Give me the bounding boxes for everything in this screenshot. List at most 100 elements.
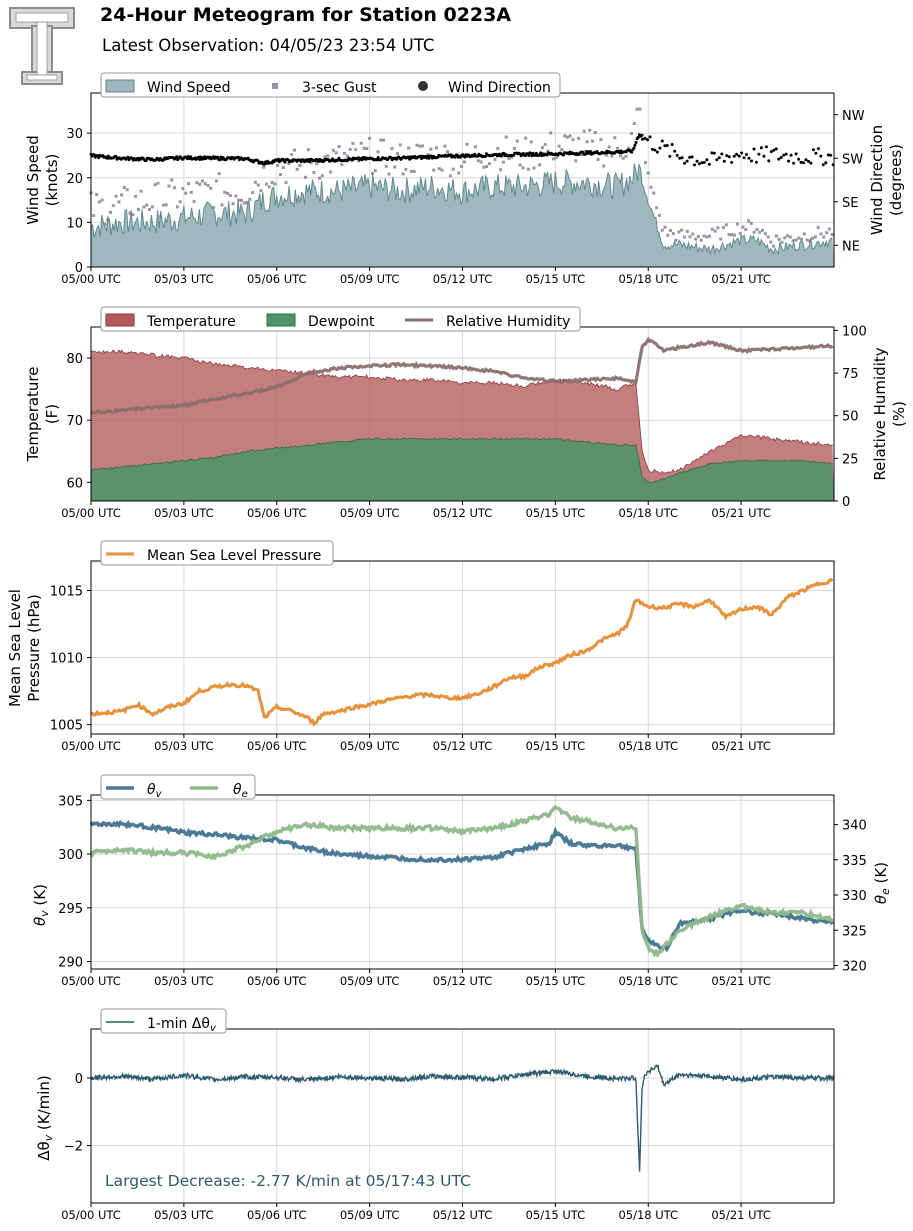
gust-marker xyxy=(635,107,639,111)
gust-marker xyxy=(437,167,441,171)
wind-x-tick-label: 05/21 UTC xyxy=(711,272,771,286)
gust-marker xyxy=(501,160,505,164)
gust-marker xyxy=(192,199,196,203)
gust-marker xyxy=(195,181,199,185)
gust-marker xyxy=(276,164,280,167)
theta-y2-tick-label: 325 xyxy=(842,924,867,939)
gust-marker xyxy=(610,154,614,158)
gust-marker xyxy=(228,194,232,197)
gust-marker xyxy=(348,147,352,151)
gust-marker xyxy=(474,145,477,149)
wind-direction-marker xyxy=(792,161,796,165)
gust-marker xyxy=(644,161,647,165)
gust-marker xyxy=(396,152,399,156)
gust-marker xyxy=(694,237,698,241)
gust-marker xyxy=(591,139,594,143)
wind-direction-marker xyxy=(774,147,778,151)
gust-marker xyxy=(532,166,536,170)
gust-marker xyxy=(827,227,831,231)
gust-marker xyxy=(808,239,812,243)
wind-direction-marker xyxy=(693,163,696,167)
gust-marker xyxy=(284,181,288,185)
gust-marker xyxy=(245,201,249,204)
gust-marker xyxy=(376,150,380,154)
gust-marker xyxy=(593,131,597,134)
gust-marker xyxy=(379,138,383,142)
wind-direction-marker xyxy=(722,159,726,163)
gust-marker xyxy=(187,182,190,186)
gust-marker xyxy=(526,167,530,171)
gust-marker xyxy=(655,206,659,210)
gust-marker xyxy=(630,132,633,136)
gust-marker xyxy=(819,232,823,236)
gust-marker xyxy=(373,169,377,173)
pressure-y-axis-label: Mean Sea Level xyxy=(6,589,24,707)
gust-marker xyxy=(387,172,391,176)
gust-marker xyxy=(727,233,731,237)
wind-y2-tick-label: NW xyxy=(842,109,865,124)
legend-dewpoint-swatch xyxy=(266,313,296,327)
gust-marker xyxy=(315,162,319,166)
legend-theta-v-label: θv xyxy=(147,782,163,800)
thermo-y-axis-label: Temperature xyxy=(24,366,42,462)
wind-direction-marker xyxy=(720,152,724,156)
gust-marker xyxy=(696,235,700,238)
pressure-x-tick-label: 05/21 UTC xyxy=(711,739,771,753)
gust-marker xyxy=(744,228,748,232)
gust-marker xyxy=(323,155,327,159)
legend-rh-label: Relative Humidity xyxy=(446,314,570,330)
wind-direction-marker xyxy=(811,148,815,152)
gust-marker xyxy=(164,203,168,207)
wind-y-tick-label: 30 xyxy=(66,127,83,142)
gust-marker xyxy=(100,198,104,202)
pressure-y-tick-label: 1005 xyxy=(50,719,83,734)
gust-marker xyxy=(234,194,238,198)
gust-marker xyxy=(139,189,143,193)
gust-marker xyxy=(708,234,711,238)
gust-marker xyxy=(565,135,569,139)
gust-marker xyxy=(426,153,430,157)
wind-y2-axis-label: Wind Direction xyxy=(868,125,886,235)
wind-direction-marker xyxy=(782,153,786,157)
gust-marker xyxy=(749,221,753,225)
gust-marker xyxy=(577,136,581,140)
gust-marker xyxy=(722,226,725,229)
gust-marker xyxy=(685,229,689,233)
gust-marker xyxy=(557,144,561,148)
thermo-y-axis-label-unit: (F) xyxy=(43,404,61,424)
gust-marker xyxy=(582,129,586,133)
wind-direction-marker xyxy=(646,138,649,142)
pressure-y-tick-label: 1015 xyxy=(50,585,83,600)
gust-marker xyxy=(738,232,742,235)
gust-marker xyxy=(599,138,603,142)
wind-direction-marker xyxy=(700,161,704,165)
pressure-x-tick-label: 05/15 UTC xyxy=(526,739,586,753)
temperature-line xyxy=(90,349,833,474)
wind-direction-marker xyxy=(216,155,220,159)
theta-y2-tick-label: 330 xyxy=(842,889,867,904)
gust-marker xyxy=(761,228,764,232)
wind-y-tick-label: 20 xyxy=(66,172,83,187)
gust-marker xyxy=(368,136,372,140)
gust-marker xyxy=(674,238,678,242)
gust-marker xyxy=(136,208,140,211)
wind-y2-axis-label-unit: (degrees) xyxy=(887,144,905,216)
gust-marker xyxy=(524,136,528,140)
gust-marker xyxy=(758,230,762,234)
gust-marker xyxy=(605,153,608,157)
gust-marker xyxy=(546,149,550,153)
gust-marker xyxy=(265,182,268,186)
wind-direction-marker xyxy=(670,143,674,146)
gust-marker xyxy=(510,155,514,159)
gust-marker xyxy=(329,170,333,174)
wind-direction-marker xyxy=(483,155,487,158)
wind-x-tick-label: 05/09 UTC xyxy=(340,272,400,286)
gust-marker xyxy=(479,160,483,164)
wind-direction-marker xyxy=(814,151,818,155)
gust-marker xyxy=(786,234,790,238)
thermo-y-tick-label: 80 xyxy=(66,352,83,367)
wind-direction-marker xyxy=(675,153,679,157)
gust-marker xyxy=(312,171,316,174)
wind-x-tick-label: 05/12 UTC xyxy=(433,272,493,286)
gust-marker xyxy=(638,107,642,111)
